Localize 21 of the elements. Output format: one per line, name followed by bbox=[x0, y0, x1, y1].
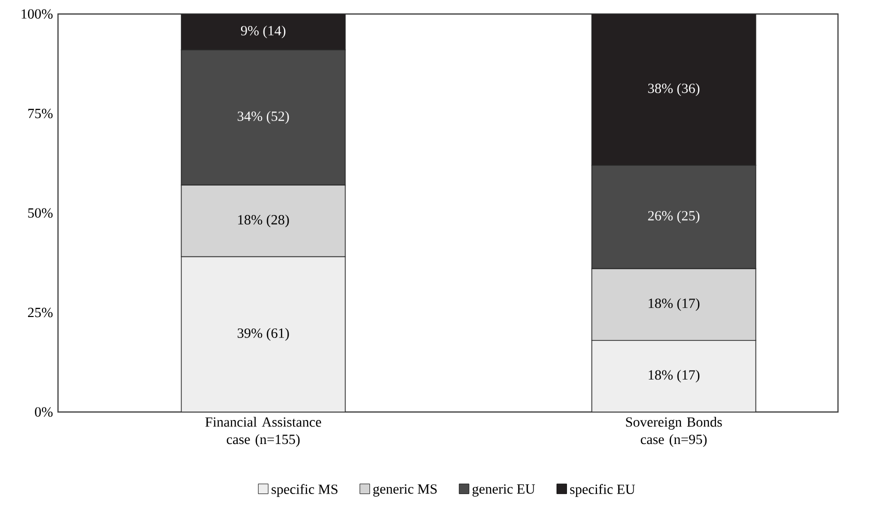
y-tick-label: 50% bbox=[28, 208, 53, 218]
data-label: 18% (17) bbox=[648, 370, 700, 382]
data-label: 26% (25) bbox=[648, 210, 700, 224]
y-tick-label: 100% bbox=[22, 9, 53, 19]
y-tick-label: 25% bbox=[28, 308, 53, 318]
data-label: 9% (14) bbox=[240, 26, 286, 38]
bar bbox=[180, 256, 346, 412]
data-label: 34% (52) bbox=[238, 111, 289, 124]
bar bbox=[591, 340, 756, 412]
data-label: 18% (28) bbox=[238, 214, 289, 228]
data-label: 39% (61) bbox=[238, 328, 289, 341]
legend-label: specific MS bbox=[272, 484, 338, 497]
data-label: 38% (36) bbox=[648, 83, 700, 96]
legend-label: specific EU bbox=[570, 484, 635, 497]
y-tick-label: 0% bbox=[34, 407, 53, 417]
legend-label: generic MS bbox=[373, 484, 437, 497]
legend-label: generic EU bbox=[472, 484, 535, 497]
y-tick-label: 75% bbox=[28, 108, 53, 118]
x-tick-label: Financial Assistance case (n=155) bbox=[205, 416, 322, 447]
x-tick-label: Sovereign Bonds case (n=95) bbox=[626, 416, 722, 447]
data-label: 18% (17) bbox=[648, 298, 700, 311]
